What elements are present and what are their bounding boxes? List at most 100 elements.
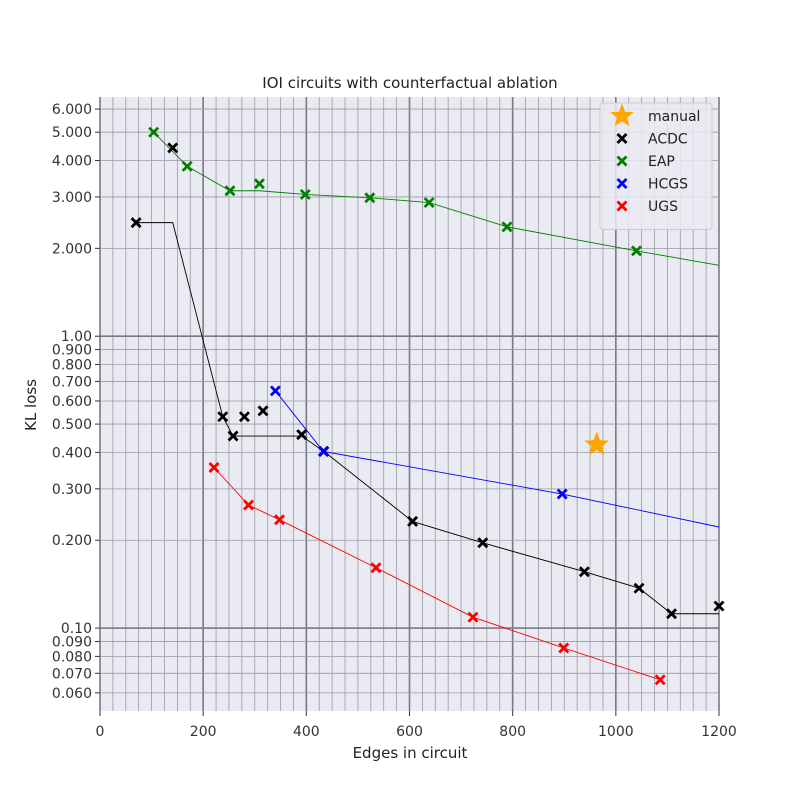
x-marker-stroke: [578, 566, 590, 578]
y-axis-label: KL loss: [22, 379, 40, 431]
data-point-acdc: [167, 142, 179, 154]
x-marker-stroke: [616, 200, 628, 212]
y-tick-label: 0.600: [52, 394, 92, 410]
data-point-hcgs: [317, 445, 329, 457]
x-marker-stroke: [238, 411, 250, 423]
data-point-ugs: [467, 611, 479, 623]
data-point-eap: [181, 160, 193, 172]
data-point-acdc: [227, 430, 239, 442]
legend-marker-acdc: [616, 133, 628, 144]
y-tick-label: 0.080: [52, 649, 92, 665]
x-tick-label: 600: [396, 724, 423, 740]
legend-label-eap: EAP: [648, 154, 675, 170]
x-marker-stroke: [630, 245, 642, 257]
series: [130, 126, 725, 686]
data-point-acdc: [130, 217, 142, 229]
x-marker-stroke: [296, 429, 308, 441]
y-tick-label: 0.800: [52, 358, 92, 374]
x-marker-stroke: [616, 155, 628, 167]
x-marker-stroke: [227, 430, 239, 442]
chart-title: IOI circuits with counterfactual ablatio…: [262, 74, 557, 92]
x-marker-stroke: [208, 462, 220, 473]
data-point-eap: [423, 197, 435, 209]
data-point-hcgs: [556, 488, 568, 500]
y-tick-label: 0.090: [52, 634, 92, 650]
x-marker-stroke: [253, 178, 265, 190]
data-point-ugs: [558, 642, 570, 654]
x-marker-stroke: [130, 217, 142, 229]
data-point-hcgs: [269, 385, 281, 397]
x-marker-stroke: [633, 582, 645, 594]
legend-box: [599, 102, 713, 230]
data-point-ugs: [243, 499, 255, 511]
data-point-acdc: [407, 515, 419, 527]
data-point-acdc: [217, 411, 229, 423]
y-tick-label: 3.000: [52, 190, 92, 206]
legend-label-manual: manual: [648, 109, 700, 125]
y-tick-label: 0.10: [61, 621, 92, 637]
series-line-hcgs: [275, 390, 719, 528]
x-marker-stroke: [501, 221, 513, 233]
x-marker-stroke: [477, 537, 489, 549]
data-point-manual: [584, 431, 610, 456]
x-tick-label: 0: [96, 724, 105, 740]
y-tick-label: 1.00: [61, 329, 92, 345]
x-marker-stroke: [556, 488, 568, 500]
data-point-acdc: [477, 537, 489, 549]
legend-marker-ugs: [616, 200, 628, 212]
x-marker-stroke: [423, 197, 435, 209]
y-tick-label: 5.000: [52, 125, 92, 141]
y-tick-label: 0.200: [52, 533, 92, 549]
data-point-eap: [364, 192, 376, 204]
x-marker-stroke: [167, 142, 179, 154]
x-axis-label: Edges in circuit: [353, 744, 468, 762]
data-point-eap: [299, 188, 311, 200]
x-tick-labels: 0 200 400 600 800 1000 1200: [96, 711, 737, 740]
x-marker-stroke: [616, 133, 628, 144]
x-marker-stroke: [370, 562, 382, 574]
data-point-ugs: [208, 462, 220, 473]
x-tick-label: 800: [499, 724, 526, 740]
legend-marker-hcgs: [616, 178, 628, 189]
data-point-eap: [148, 126, 160, 138]
x-marker-stroke: [274, 514, 285, 526]
x-marker-stroke: [299, 188, 311, 200]
data-point-acdc: [633, 582, 645, 594]
data-point-acdc: [666, 608, 678, 620]
data-point-ugs: [370, 562, 382, 574]
y-tick-label: 0.500: [52, 417, 92, 433]
y-tick-label: 0.060: [52, 686, 92, 702]
x-marker-stroke: [364, 192, 376, 204]
x-marker-stroke: [654, 674, 666, 686]
data-point-eap: [253, 178, 265, 190]
x-marker-stroke: [558, 642, 570, 654]
y-tick-label: 0.300: [52, 482, 92, 498]
y-tick-label: 0.400: [52, 445, 92, 461]
legend-label-ugs: UGS: [648, 199, 678, 215]
grid: [99, 97, 720, 711]
series-line-acdc: [136, 222, 719, 615]
y-tick-label: 0.700: [52, 374, 92, 390]
x-marker-stroke: [224, 185, 236, 197]
y-tick-label: 4.000: [52, 153, 92, 169]
x-tick-label: 400: [293, 724, 320, 740]
x-marker-stroke: [317, 445, 329, 457]
x-marker-stroke: [713, 600, 725, 612]
data-point-acdc: [257, 405, 269, 417]
x-marker-stroke: [243, 499, 255, 511]
x-marker-stroke: [407, 515, 419, 527]
x-tick-label: 200: [190, 724, 217, 740]
y-tick-label: 6.000: [52, 102, 92, 118]
x-marker-stroke: [269, 385, 281, 397]
y-tick-label: 0.070: [52, 666, 92, 682]
data-point-acdc: [713, 600, 725, 612]
data-point-eap: [630, 245, 642, 257]
legend: manual ACDC EAP HCGS UGS: [599, 102, 713, 230]
data-point-acdc: [296, 429, 308, 441]
x-marker-stroke: [467, 611, 479, 623]
data-point-eap: [501, 221, 513, 233]
x-marker-stroke: [616, 178, 628, 189]
x-tick-label: 1200: [701, 724, 737, 740]
